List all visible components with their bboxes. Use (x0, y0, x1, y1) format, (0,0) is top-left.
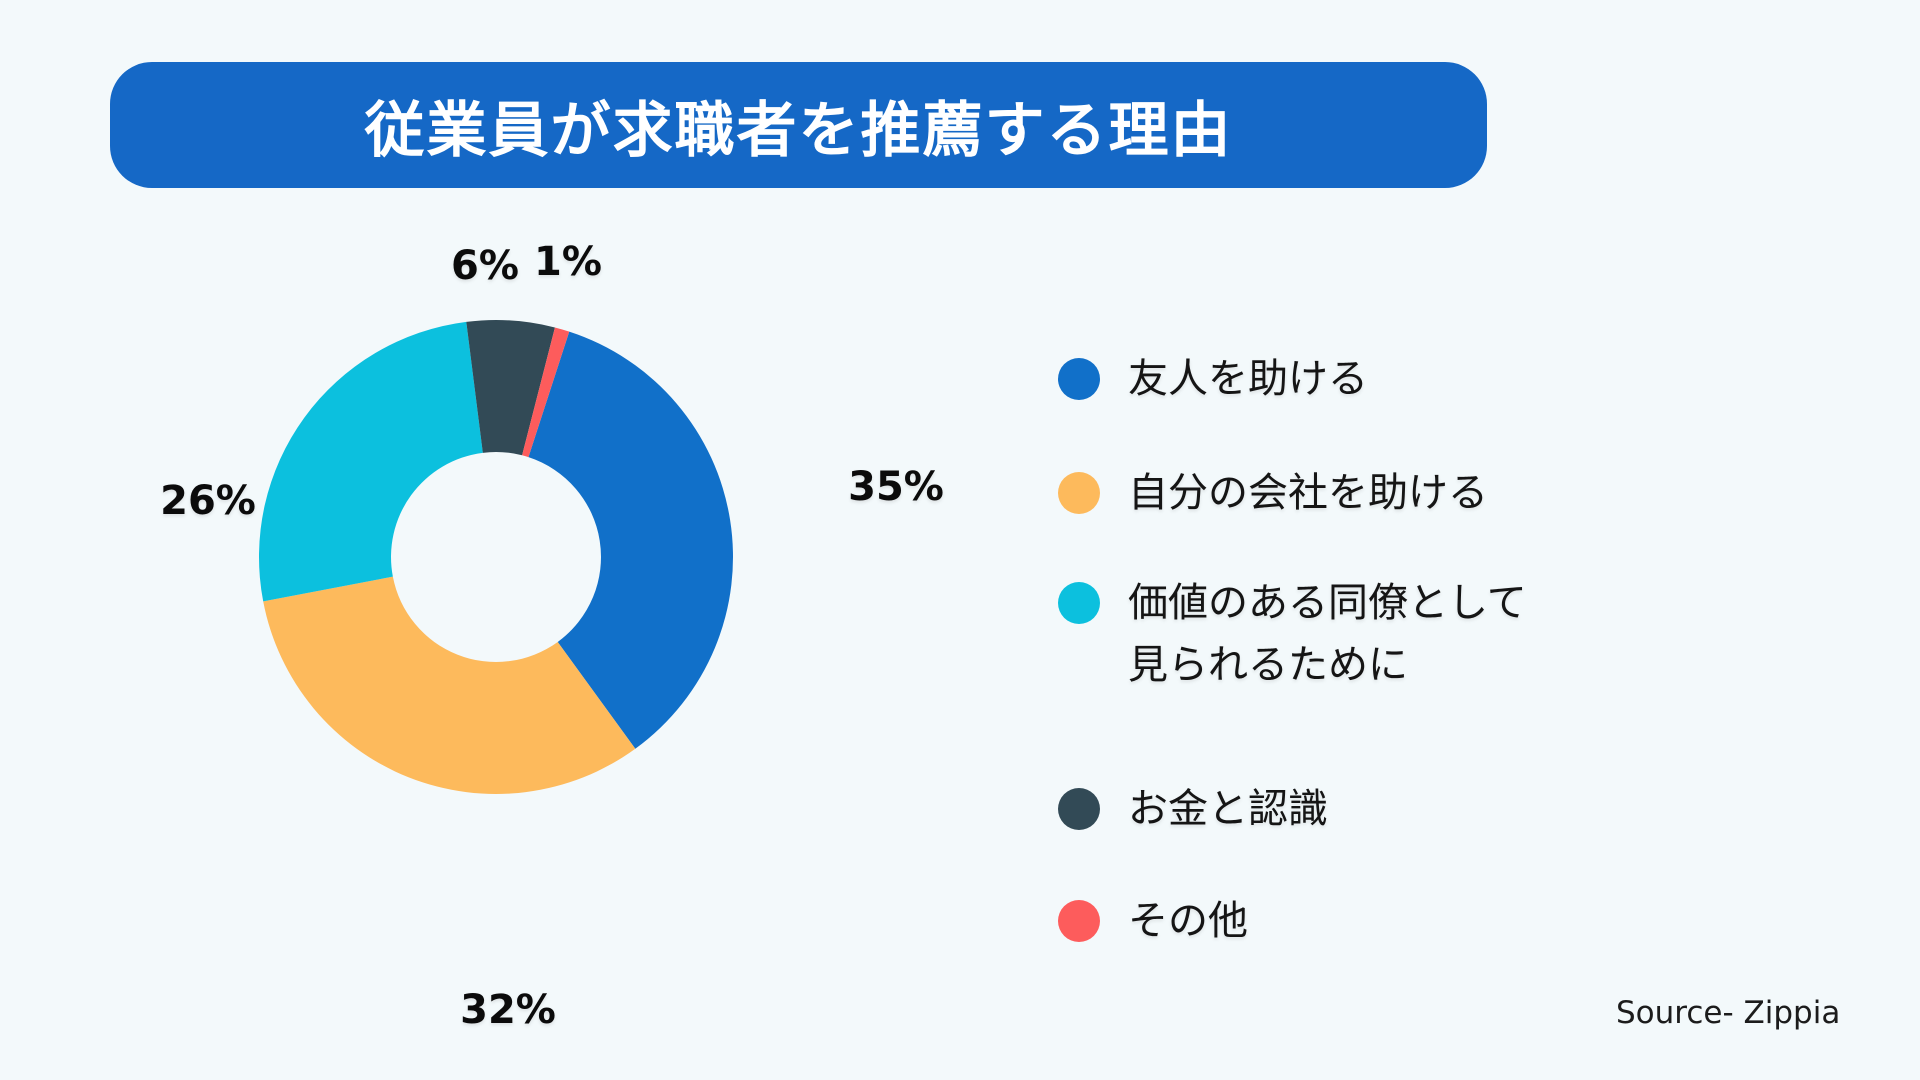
percent-label-0: 35% (848, 464, 944, 510)
legend-label: 価値のある同僚として 見られるために (1128, 580, 1527, 688)
percent-label-1: 32% (460, 987, 556, 1033)
legend-swatch-icon (1058, 358, 1100, 400)
legend-swatch-icon (1058, 900, 1100, 942)
percent-label-4: 1% (534, 239, 602, 285)
legend-item-4: その他 (1058, 890, 1527, 952)
legend-label: お金と認識 (1128, 786, 1328, 832)
legend-swatch-icon (1058, 788, 1100, 830)
donut-slice-4 (522, 327, 570, 458)
legend-item-3: お金と認識 (1058, 778, 1527, 840)
chart-title: 従業員が求職者を推薦する理由 (364, 95, 1233, 166)
donut-slice-1 (263, 576, 636, 794)
title-banner: 従業員が求職者を推薦する理由 (110, 62, 1487, 188)
legend-item-2: 価値のある同僚として 見られるために (1058, 572, 1527, 696)
chart-legend: 友人を助ける自分の会社を助ける価値のある同僚として 見られるためにお金と認識その… (1058, 348, 1527, 952)
percent-label-3: 6% (451, 243, 519, 289)
legend-item-1: 自分の会社を助ける (1058, 462, 1527, 524)
legend-label: 友人を助ける (1128, 356, 1368, 402)
percent-label-2: 26% (160, 478, 256, 524)
legend-item-0: 友人を助ける (1058, 348, 1527, 410)
donut-slice-2 (258, 321, 483, 602)
legend-label: 自分の会社を助ける (1128, 470, 1488, 516)
source-attribution: Source- Zippia (1616, 995, 1841, 1031)
donut-slice-0 (528, 331, 733, 749)
legend-swatch-icon (1058, 472, 1100, 514)
legend-swatch-icon (1058, 582, 1100, 624)
donut-slice-3 (466, 320, 555, 456)
legend-label: その他 (1128, 898, 1248, 944)
